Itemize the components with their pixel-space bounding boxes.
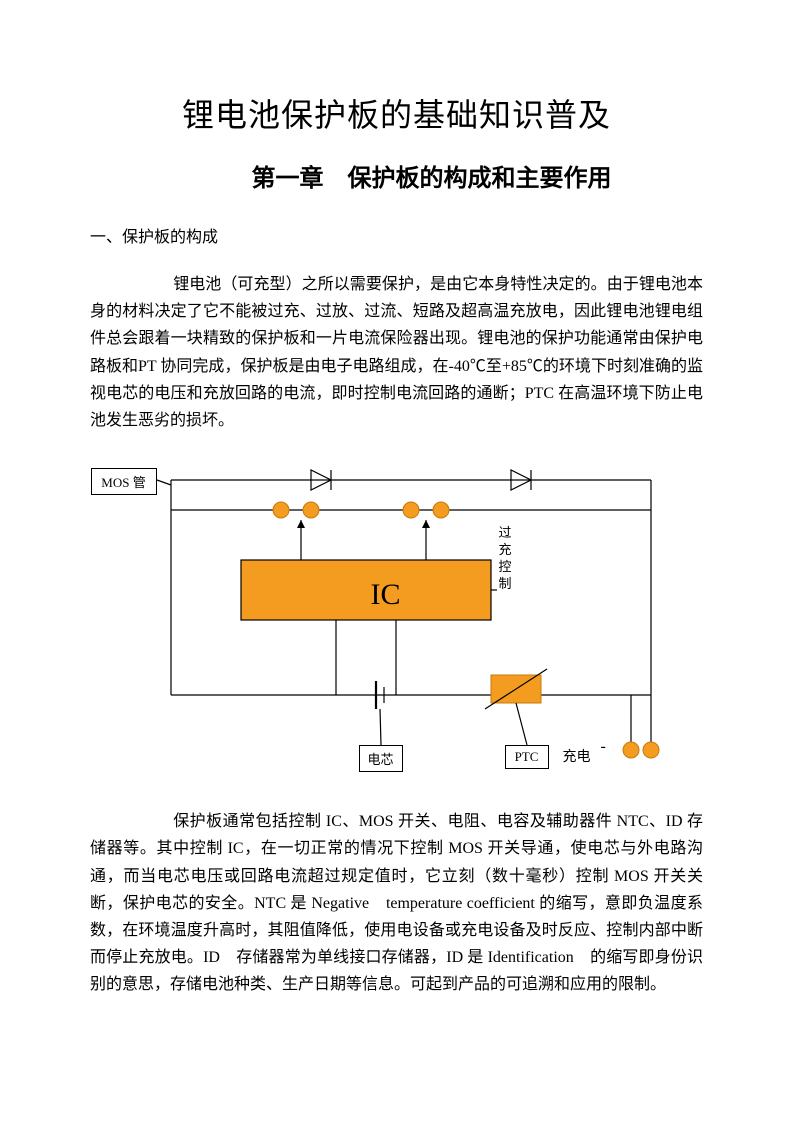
paragraph-2: 保护板通常包括控制 IC、MOS 开关、电阻、电容及辅助器件 NTC、ID 存储… [90, 808, 703, 998]
cell-label: 电芯 [359, 745, 403, 772]
paragraph-1: 锂电池（可充型）之所以需要保护，是由它本身特性决定的。由于锂电池本身的材料决定了… [90, 271, 703, 434]
ptc-label: PTC [505, 745, 549, 769]
circuit-diagram: MOS 管 IC 过充控制 电芯 PTC 充电 - [91, 450, 703, 790]
mos-label: MOS 管 [91, 468, 157, 495]
section-heading-1: 一、保护板的构成 [90, 223, 703, 247]
ic-label: IC [371, 578, 401, 612]
chapter-heading: 第一章 保护板的构成和主要作用 [160, 158, 703, 193]
page-title: 锂电池保护板的基础知识普及 [90, 90, 703, 136]
charge-label: 充电 [563, 746, 591, 766]
overcharge-label: 过充控制 [499, 525, 515, 593]
charge-minus: - [601, 738, 606, 756]
